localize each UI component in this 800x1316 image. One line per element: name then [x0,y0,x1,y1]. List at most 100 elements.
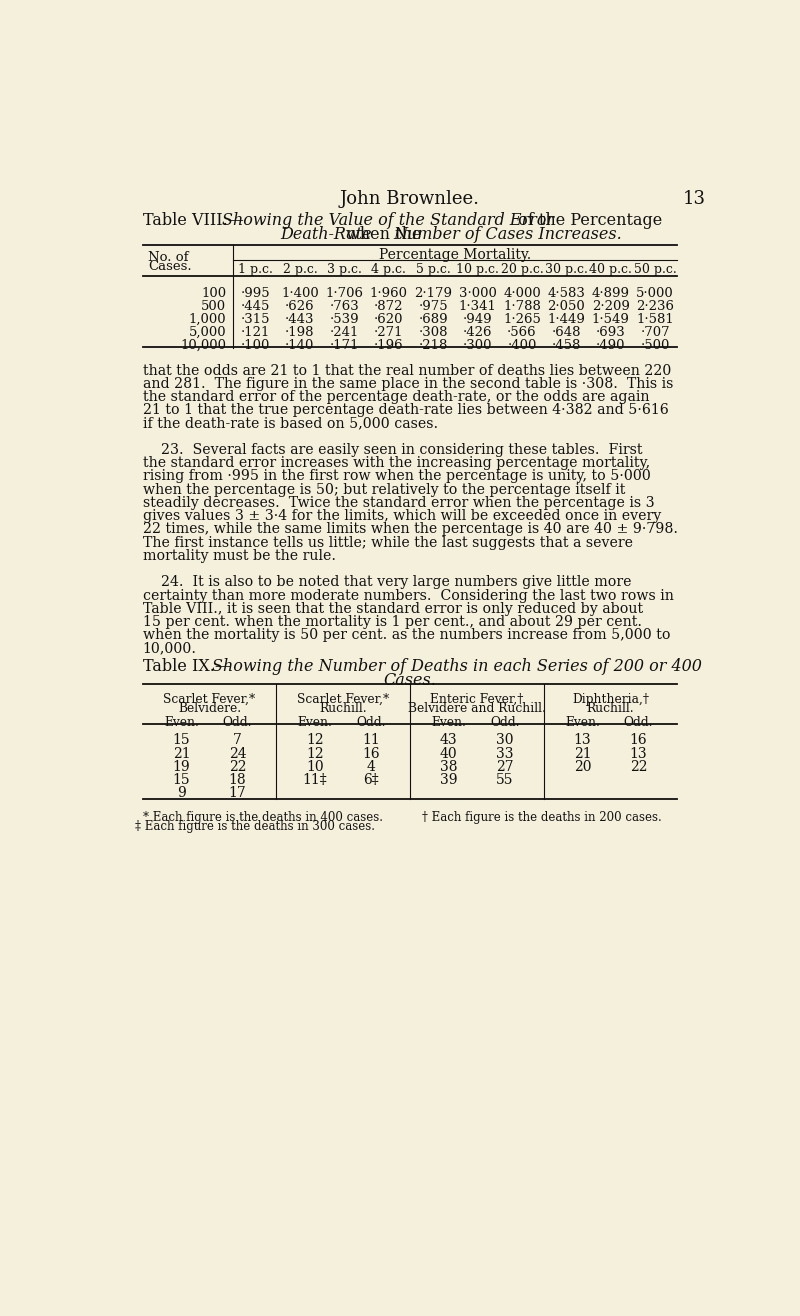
Text: 10,000.: 10,000. [142,642,197,655]
Text: rising from ·995 in the first row when the percentage is unity, to 5·000: rising from ·995 in the first row when t… [142,470,650,483]
Text: 3 p.c.: 3 p.c. [327,263,362,275]
Text: ·620: ·620 [374,313,403,325]
Text: 21 to 1 that the true percentage death-rate lies between 4·382 and 5·616: 21 to 1 that the true percentage death-r… [142,403,668,417]
Text: that the odds are 21 to 1 that the real number of deaths lies between 220: that the odds are 21 to 1 that the real … [142,363,671,378]
Text: 1·341: 1·341 [458,300,497,313]
Text: Scarlet Fever,*: Scarlet Fever,* [163,692,255,705]
Text: ‡ Each figure is the deaths in 300 cases.: ‡ Each figure is the deaths in 300 cases… [135,820,375,833]
Text: ·539: ·539 [330,313,359,325]
Text: The first instance tells us little; while the last suggests that a severe: The first instance tells us little; whil… [142,536,633,550]
Text: Showing the Value of the Standard Error: Showing the Value of the Standard Error [222,212,554,229]
Text: 13: 13 [683,191,706,208]
Text: 40: 40 [440,746,458,761]
Text: 500: 500 [202,300,226,313]
Text: ·763: ·763 [330,300,359,313]
Text: 1·400: 1·400 [281,287,318,300]
Text: ·308: ·308 [418,326,448,338]
Text: ·872: ·872 [374,300,403,313]
Text: 22 times, while the same limits when the percentage is 40 are 40 ± 9·798.: 22 times, while the same limits when the… [142,522,678,537]
Text: Belvidere and Ruchill.: Belvidere and Ruchill. [408,701,546,715]
Text: of the Percentage: of the Percentage [513,212,662,229]
Text: when the mortality is 50 per cent. as the numbers increase from 5,000 to: when the mortality is 50 per cent. as th… [142,629,670,642]
Text: Even.: Even. [565,716,600,729]
Text: ·626: ·626 [285,300,314,313]
Text: Belvidere.: Belvidere. [178,701,241,715]
Text: ·315: ·315 [241,313,270,325]
Text: ·949: ·949 [462,313,492,325]
Text: Number of Cases Increases.: Number of Cases Increases. [393,226,622,243]
Text: 15 per cent. when the mortality is 1 per cent., and about 29 per cent.: 15 per cent. when the mortality is 1 per… [142,615,642,629]
Text: Odd.: Odd. [490,716,520,729]
Text: 24: 24 [229,746,246,761]
Text: ·689: ·689 [418,313,448,325]
Text: 12: 12 [306,746,324,761]
Text: 5,000: 5,000 [189,326,226,338]
Text: ·241: ·241 [330,326,359,338]
Text: 33: 33 [496,746,514,761]
Text: 1·960: 1·960 [370,287,408,300]
Text: 22: 22 [630,759,647,774]
Text: 38: 38 [440,759,458,774]
Text: ·707: ·707 [640,326,670,338]
Text: ·445: ·445 [241,300,270,313]
Text: 2·209: 2·209 [592,300,630,313]
Text: ·300: ·300 [462,340,492,351]
Text: 4 p.c.: 4 p.c. [371,263,406,275]
Text: 2·179: 2·179 [414,287,452,300]
Text: 24.  It is also to be noted that very large numbers give little more: 24. It is also to be noted that very lar… [142,575,631,590]
Text: 2·050: 2·050 [547,300,586,313]
Text: 15: 15 [173,772,190,787]
Text: ·500: ·500 [641,340,670,351]
Text: Table VIII.—: Table VIII.— [142,212,243,229]
Text: Even.: Even. [298,716,333,729]
Text: Diphtheria,†: Diphtheria,† [572,692,649,705]
Text: ·426: ·426 [462,326,492,338]
Text: 27: 27 [496,759,514,774]
Text: Even.: Even. [431,716,466,729]
Text: 16: 16 [362,746,380,761]
Text: 1·449: 1·449 [547,313,586,325]
Text: 1·788: 1·788 [503,300,541,313]
Text: certainty than more moderate numbers.  Considering the last two rows in: certainty than more moderate numbers. Co… [142,588,674,603]
Text: 13: 13 [574,733,591,747]
Text: ·975: ·975 [418,300,448,313]
Text: when the: when the [346,226,426,243]
Text: Odd.: Odd. [624,716,654,729]
Text: Ruchill.: Ruchill. [319,701,367,715]
Text: ·995: ·995 [241,287,270,300]
Text: Enteric Fever,†: Enteric Fever,† [430,692,523,705]
Text: Odd.: Odd. [222,716,252,729]
Text: ·218: ·218 [418,340,448,351]
Text: 10 p.c.: 10 p.c. [456,263,499,275]
Text: 4: 4 [366,759,376,774]
Text: 20: 20 [574,759,591,774]
Text: and 281.  The figure in the same place in the second table is ·308.  This is: and 281. The figure in the same place in… [142,376,673,391]
Text: when the percentage is 50; but relatively to the percentage itself it: when the percentage is 50; but relativel… [142,483,625,496]
Text: ·196: ·196 [374,340,403,351]
Text: Percentage Mortality.: Percentage Mortality. [379,247,531,262]
Text: ·100: ·100 [241,340,270,351]
Text: Cases.: Cases. [383,671,437,688]
Text: ·443: ·443 [285,313,314,325]
Text: ·140: ·140 [286,340,314,351]
Text: Ruchill.: Ruchill. [586,701,634,715]
Text: ·271: ·271 [374,326,403,338]
Text: 3·000: 3·000 [458,287,497,300]
Text: ·566: ·566 [507,326,537,338]
Text: 9: 9 [177,786,186,800]
Text: 5 p.c.: 5 p.c. [416,263,450,275]
Text: ·490: ·490 [596,340,626,351]
Text: Odd.: Odd. [357,716,386,729]
Text: 1 p.c.: 1 p.c. [238,263,273,275]
Text: 100: 100 [202,287,226,300]
Text: 1·265: 1·265 [503,313,541,325]
Text: 40 p.c.: 40 p.c. [590,263,632,275]
Text: † Each figure is the deaths in 200 cases.: † Each figure is the deaths in 200 cases… [422,811,662,824]
Text: 30 p.c.: 30 p.c. [545,263,588,275]
Text: Even.: Even. [164,716,199,729]
Text: 12: 12 [306,733,324,747]
Text: 30: 30 [496,733,514,747]
Text: 16: 16 [630,733,647,747]
Text: 11‡: 11‡ [302,772,327,787]
Text: 22: 22 [229,759,246,774]
